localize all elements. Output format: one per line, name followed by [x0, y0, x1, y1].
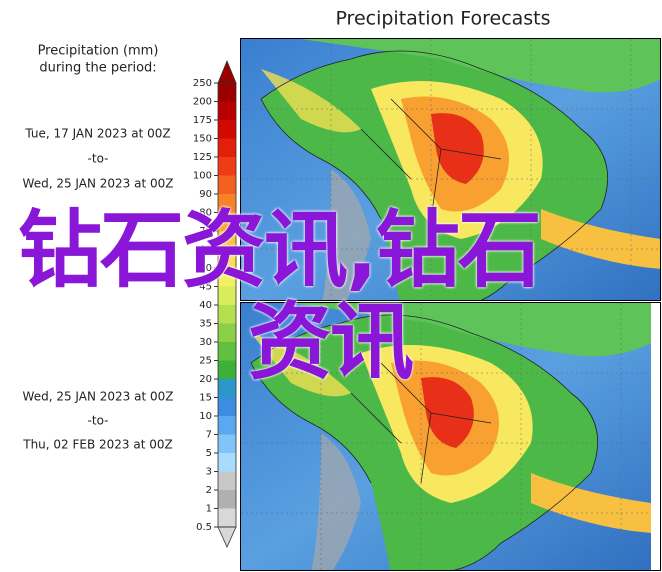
colorbar-label: 20	[199, 374, 212, 385]
colorbar-box	[218, 416, 236, 435]
colorbar-box	[218, 286, 236, 305]
colorbar-label: 45	[199, 282, 212, 293]
colorbar-box	[218, 83, 236, 102]
colorbar-box	[218, 434, 236, 453]
colorbar-label: 70	[199, 226, 212, 237]
period-from: Tue, 17 JAN 2023 at 00Z	[24, 127, 170, 141]
period-to: Thu, 02 FEB 2023 at 00Z	[22, 438, 173, 452]
colorbar-label: 25	[199, 356, 212, 367]
colorbar-box	[218, 268, 236, 287]
period-from: Wed, 25 JAN 2023 at 00Z	[23, 390, 174, 404]
watermark: 资讯	[248, 293, 414, 391]
colorbar-label: 200	[193, 97, 212, 108]
colorbar-box	[218, 212, 236, 231]
colorbar-label: 90	[199, 189, 212, 200]
colorbar-label: 30	[199, 337, 212, 348]
colorbar-box	[218, 305, 236, 324]
colorbar-box	[218, 397, 236, 416]
colorbar-box	[218, 249, 236, 268]
colorbar-box	[218, 453, 236, 472]
colorbar-box	[218, 157, 236, 176]
colorbar-box	[218, 101, 236, 120]
colorbar-label: 0.5	[196, 522, 212, 533]
colorbar-box	[218, 360, 236, 379]
colorbar-label: 175	[193, 115, 212, 126]
colorbar-label: 10	[199, 411, 212, 422]
colorbar-label: 15	[199, 393, 212, 404]
period-to: Wed, 25 JAN 2023 at 00Z	[23, 177, 174, 191]
colorbar-label: 1	[206, 504, 212, 515]
colorbar-box	[218, 490, 236, 509]
title: Precipitation Forecasts	[335, 8, 550, 30]
watermark: 钻石资讯,钻石	[18, 201, 542, 299]
colorbar-arrow	[217, 526, 237, 548]
colorbar-label: 80	[199, 208, 212, 219]
panel-border	[240, 302, 661, 571]
colorbar-label: 3	[206, 467, 212, 478]
colorbar-label: 250	[193, 78, 212, 89]
colorbar-box	[218, 342, 236, 361]
colorbar-label: 2	[206, 485, 212, 496]
colorbar-label: 150	[193, 134, 212, 145]
colorbar-label: 5	[206, 448, 212, 459]
colorbar-box	[218, 175, 236, 194]
colorbar-box	[218, 471, 236, 490]
period-sep: -to-	[88, 152, 109, 166]
colorbar-arrow	[217, 59, 237, 84]
colorbar-box	[218, 120, 236, 139]
colorbar-label: 60	[199, 245, 212, 256]
colorbar-label: 125	[193, 152, 212, 163]
legend-heading: during the period:	[39, 61, 156, 76]
colorbar-box	[218, 323, 236, 342]
colorbar-box	[218, 379, 236, 398]
colorbar-box	[218, 508, 236, 527]
colorbar-label: 50	[199, 263, 212, 274]
legend-heading: Precipitation (mm)	[38, 44, 159, 59]
colorbar-label: 35	[199, 319, 212, 330]
panel-border	[240, 38, 661, 301]
colorbar-box	[218, 194, 236, 213]
colorbar-label: 40	[199, 300, 212, 311]
period-sep: -to-	[88, 414, 109, 428]
colorbar-box	[218, 231, 236, 250]
colorbar-box	[218, 138, 236, 157]
colorbar-label: 100	[193, 171, 212, 182]
colorbar-label: 7	[206, 430, 212, 441]
